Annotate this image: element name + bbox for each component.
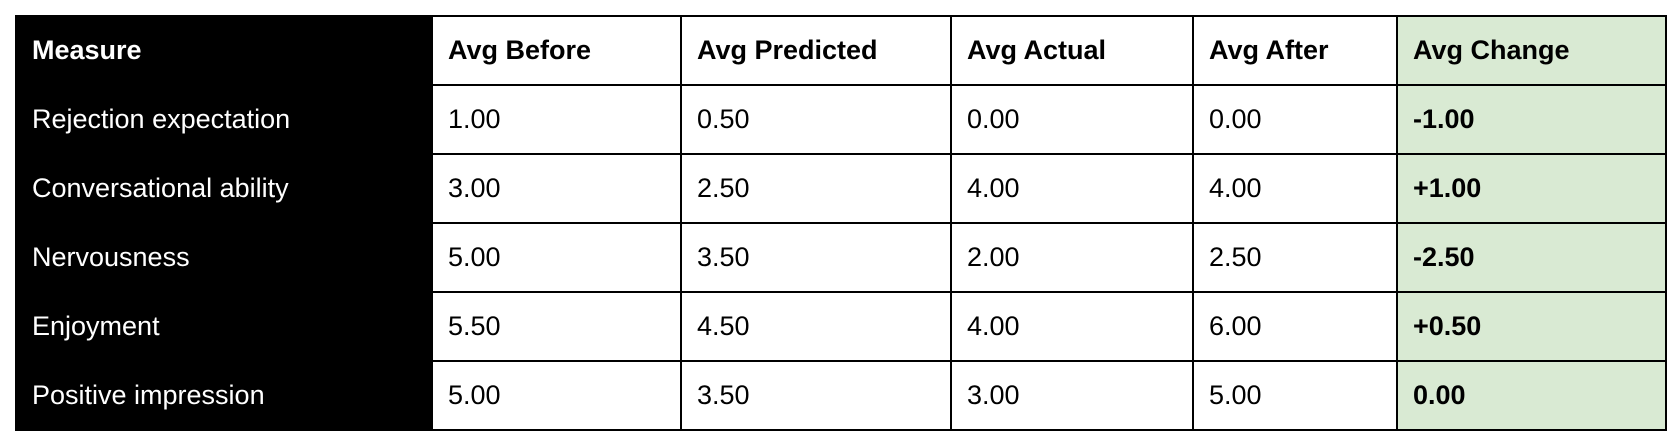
table-cell: 5.00 bbox=[431, 222, 682, 293]
table-cell: 4.50 bbox=[680, 291, 952, 362]
table-body: Rejection expectation 1.00 0.50 0.00 0.00 -1.… bbox=[15, 84, 1667, 431]
table-cell: 4.00 bbox=[950, 153, 1194, 224]
table-cell: 3.00 bbox=[431, 153, 682, 224]
row-label: Nervousness bbox=[15, 222, 433, 293]
table-cell: -1.00 bbox=[1396, 84, 1667, 155]
table-cell: 1.00 bbox=[431, 84, 682, 155]
table-cell: 3.50 bbox=[680, 360, 952, 431]
table-cell: 2.50 bbox=[1192, 222, 1398, 293]
table-wrapper: Measure Avg Before Avg Predicted Avg Actual… bbox=[15, 15, 1667, 431]
header-cell: Avg After bbox=[1192, 15, 1398, 86]
table-row: Conversational ability 3.00 2.50 4.00 4.00 +1… bbox=[15, 153, 1667, 224]
results-table: Measure Avg Before Avg Predicted Avg Actual… bbox=[15, 15, 1667, 431]
table-cell: 0.00 bbox=[1192, 84, 1398, 155]
table-cell: 4.00 bbox=[1192, 153, 1398, 224]
table-row: Enjoyment 5.50 4.50 4.00 6.00 +0.50 bbox=[15, 291, 1667, 362]
row-label: Rejection expectation bbox=[15, 84, 433, 155]
table-cell: +0.50 bbox=[1396, 291, 1667, 362]
header-cell: Measure bbox=[15, 15, 433, 86]
header-cell: Avg Predicted bbox=[680, 15, 952, 86]
row-label: Conversational ability bbox=[15, 153, 433, 224]
table-cell: 3.00 bbox=[950, 360, 1194, 431]
row-label: Enjoyment bbox=[15, 291, 433, 362]
table-cell: 2.00 bbox=[950, 222, 1194, 293]
table-cell: +1.00 bbox=[1396, 153, 1667, 224]
table-row: Positive impression 5.00 3.50 3.00 5.00 0.00 bbox=[15, 360, 1667, 431]
table-cell: 0.00 bbox=[950, 84, 1194, 155]
table-cell: 2.50 bbox=[680, 153, 952, 224]
table-cell: 3.50 bbox=[680, 222, 952, 293]
table-head: Measure Avg Before Avg Predicted Avg Actual… bbox=[15, 15, 1667, 86]
table-cell: 5.50 bbox=[431, 291, 682, 362]
table-cell: -2.50 bbox=[1396, 222, 1667, 293]
table-cell: 5.00 bbox=[431, 360, 682, 431]
table-cell: 6.00 bbox=[1192, 291, 1398, 362]
table-cell: 0.00 bbox=[1396, 360, 1667, 431]
header-cell: Avg Actual bbox=[950, 15, 1194, 86]
header-cell: Avg Change bbox=[1396, 15, 1667, 86]
header-row: Measure Avg Before Avg Predicted Avg Actual… bbox=[15, 15, 1667, 86]
table-cell: 5.00 bbox=[1192, 360, 1398, 431]
header-cell: Avg Before bbox=[431, 15, 682, 86]
table-row: Rejection expectation 1.00 0.50 0.00 0.00 -1.… bbox=[15, 84, 1667, 155]
table-cell: 4.00 bbox=[950, 291, 1194, 362]
table-row: Nervousness 5.00 3.50 2.00 2.50 -2.50 bbox=[15, 222, 1667, 293]
row-label: Positive impression bbox=[15, 360, 433, 431]
table-cell: 0.50 bbox=[680, 84, 952, 155]
